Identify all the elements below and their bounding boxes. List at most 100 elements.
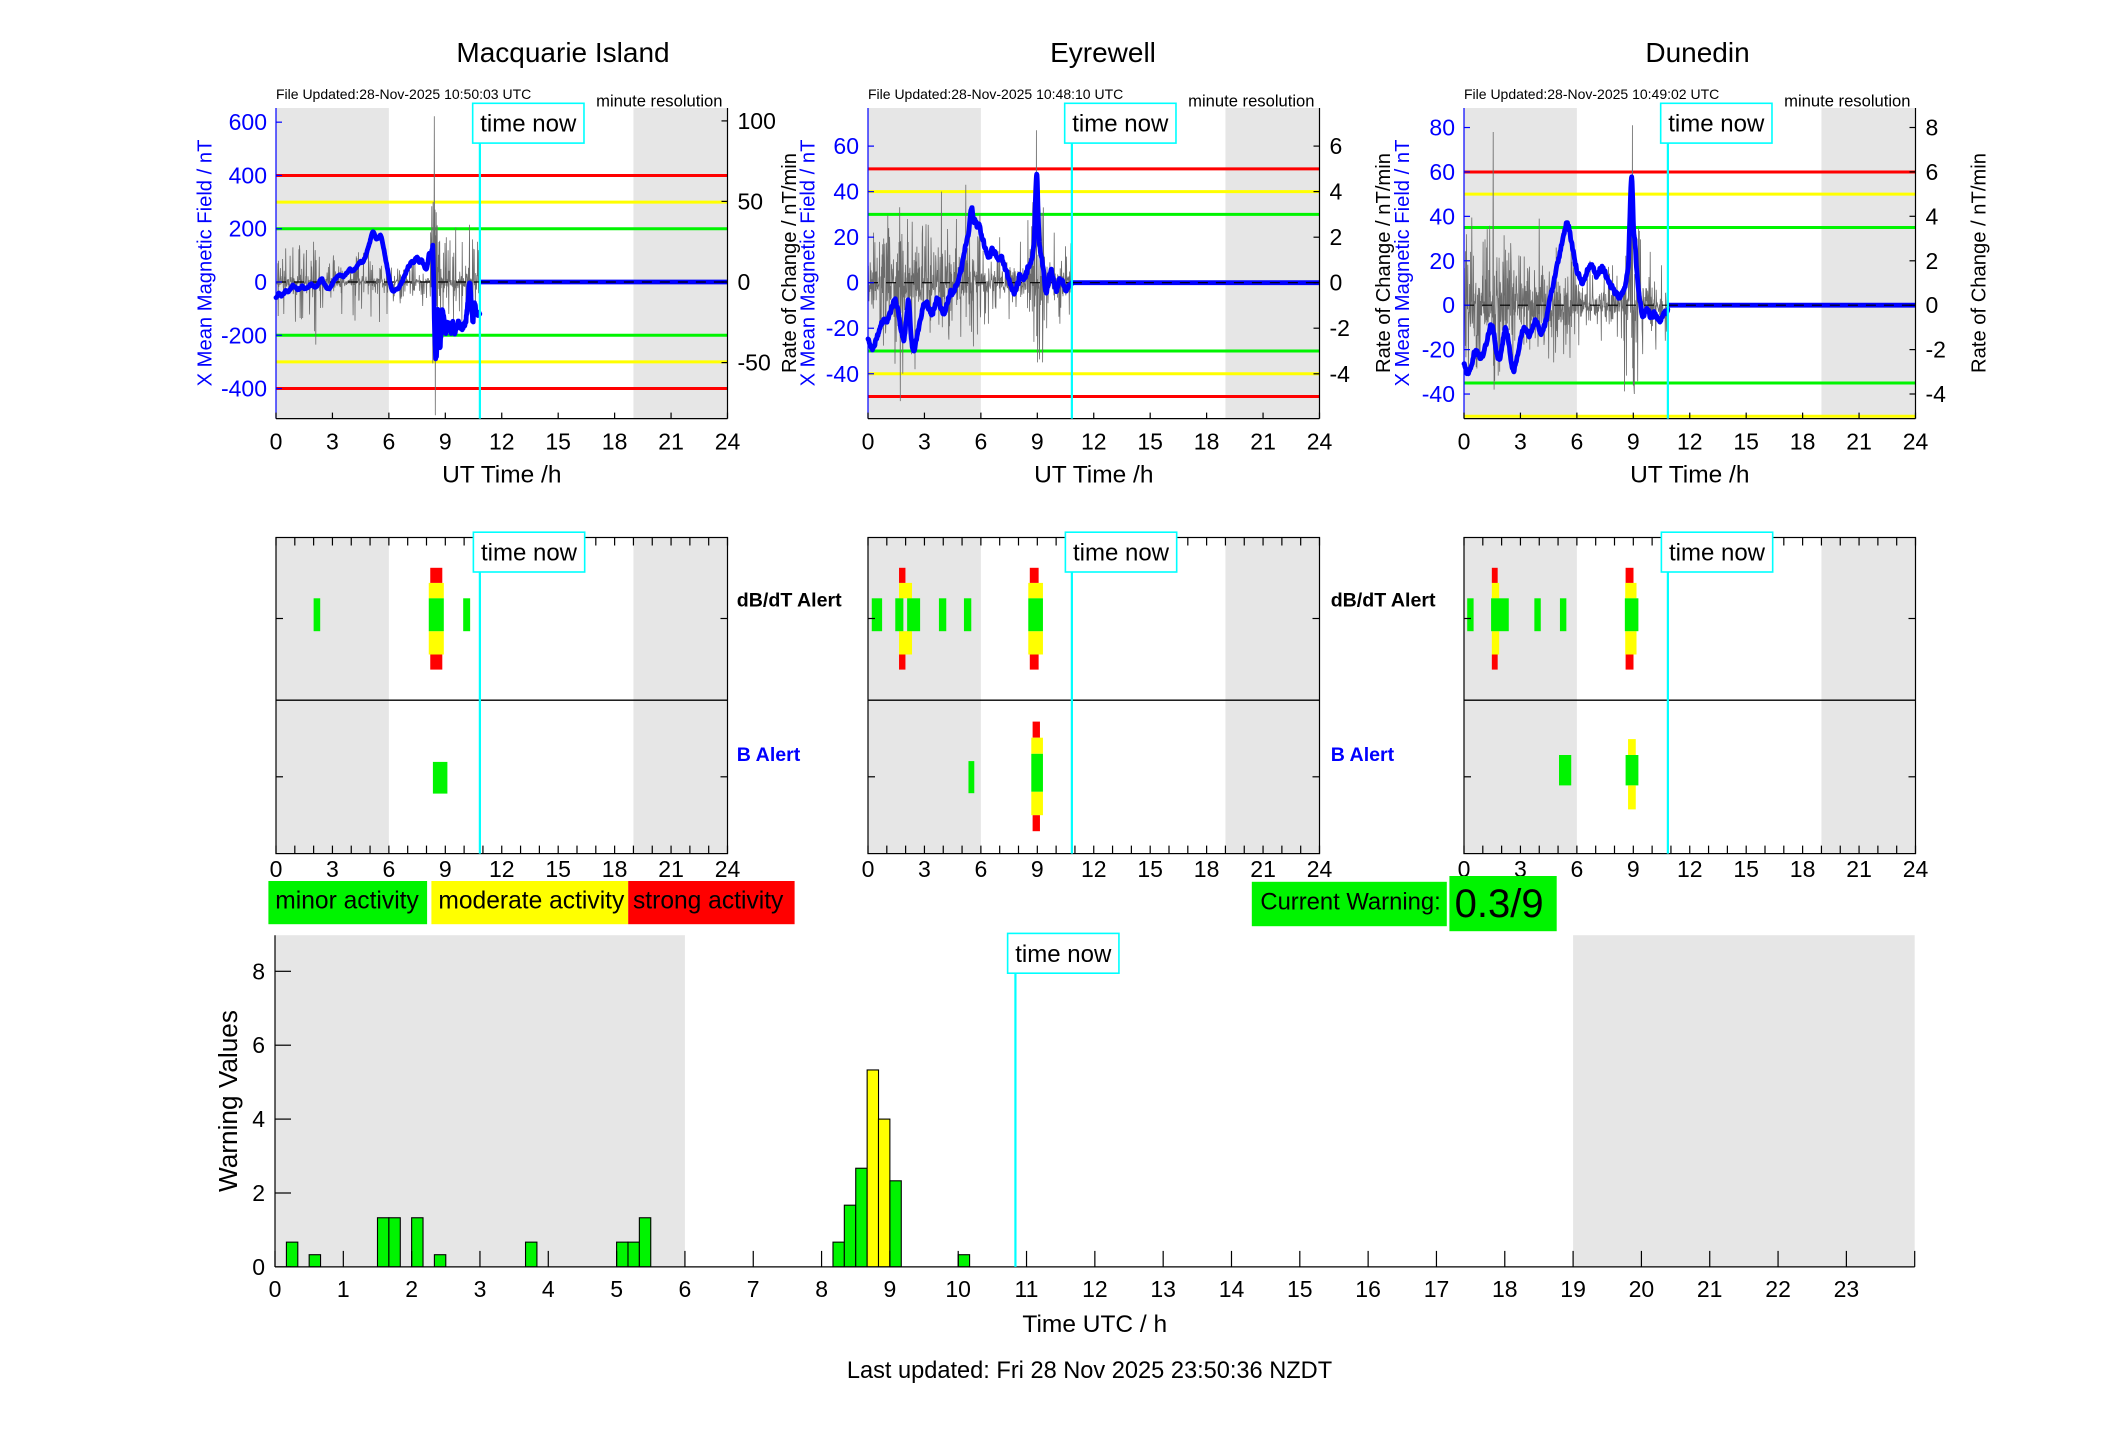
- svg-text:6: 6: [383, 429, 396, 455]
- svg-text:3: 3: [1514, 429, 1527, 455]
- svg-text:6: 6: [1571, 429, 1584, 455]
- svg-text:60: 60: [1429, 159, 1455, 185]
- svg-text:24: 24: [1903, 429, 1929, 455]
- svg-text:40: 40: [1429, 203, 1455, 229]
- svg-text:minor activity: minor activity: [275, 888, 419, 915]
- svg-text:24: 24: [1307, 856, 1333, 882]
- svg-text:Rate of Change / nT/min: Rate of Change / nT/min: [779, 153, 801, 373]
- svg-text:18: 18: [602, 856, 628, 882]
- svg-text:24: 24: [715, 856, 741, 882]
- svg-text:18: 18: [1790, 429, 1816, 455]
- svg-text:Last updated: Fri 28 Nov 2025: Last updated: Fri 28 Nov 2025 23:50:36 N…: [847, 1358, 1332, 1384]
- svg-text:6: 6: [1571, 856, 1584, 882]
- svg-text:50: 50: [738, 188, 764, 214]
- svg-text:9: 9: [1031, 429, 1044, 455]
- svg-text:23: 23: [1834, 1276, 1860, 1302]
- svg-text:20: 20: [833, 224, 859, 250]
- svg-text:2: 2: [252, 1180, 265, 1206]
- svg-text:12: 12: [1081, 856, 1107, 882]
- svg-text:400: 400: [229, 162, 267, 188]
- svg-text:15: 15: [1287, 1276, 1313, 1302]
- svg-text:18: 18: [1790, 856, 1816, 882]
- svg-text:15: 15: [545, 856, 571, 882]
- svg-text:40: 40: [833, 179, 859, 205]
- svg-text:0: 0: [1442, 292, 1455, 318]
- svg-text:0.3/9: 0.3/9: [1455, 882, 1544, 926]
- svg-text:100: 100: [738, 108, 776, 134]
- svg-text:time now: time now: [1015, 941, 1112, 968]
- svg-text:0: 0: [1458, 856, 1471, 882]
- svg-text:time now: time now: [1668, 111, 1765, 138]
- svg-text:16: 16: [1355, 1276, 1381, 1302]
- svg-text:8: 8: [252, 958, 265, 984]
- svg-text:11: 11: [1015, 1276, 1039, 1302]
- svg-text:X Mean Magnetic Field / nT: X Mean Magnetic Field / nT: [194, 140, 216, 387]
- svg-text:9: 9: [1627, 429, 1640, 455]
- svg-text:14: 14: [1219, 1276, 1245, 1302]
- svg-text:-40: -40: [826, 361, 859, 387]
- svg-text:4: 4: [252, 1106, 265, 1132]
- svg-text:9: 9: [439, 429, 452, 455]
- svg-text:minute resolution: minute resolution: [596, 92, 722, 111]
- svg-text:24: 24: [1307, 429, 1333, 455]
- svg-text:21: 21: [1697, 1276, 1723, 1302]
- svg-text:18: 18: [1492, 1276, 1518, 1302]
- svg-text:21: 21: [1846, 429, 1872, 455]
- svg-text:21: 21: [1846, 856, 1872, 882]
- svg-text:21: 21: [658, 856, 684, 882]
- svg-text:UT Time /h: UT Time /h: [442, 462, 561, 489]
- svg-text:-4: -4: [1330, 361, 1351, 387]
- svg-text:20: 20: [1429, 248, 1455, 274]
- svg-text:9: 9: [884, 1276, 897, 1302]
- svg-text:Macquarie Island: Macquarie Island: [456, 37, 669, 68]
- svg-text:UT Time /h: UT Time /h: [1034, 462, 1153, 489]
- svg-text:Warning Values: Warning Values: [213, 1010, 243, 1192]
- svg-text:6: 6: [1926, 159, 1939, 185]
- svg-text:-20: -20: [1422, 337, 1455, 363]
- svg-text:12: 12: [489, 856, 515, 882]
- svg-text:200: 200: [229, 216, 267, 242]
- svg-text:3: 3: [474, 1276, 487, 1302]
- svg-text:0: 0: [252, 1254, 265, 1280]
- svg-text:19: 19: [1560, 1276, 1586, 1302]
- svg-text:3: 3: [1514, 856, 1527, 882]
- svg-text:17: 17: [1424, 1276, 1450, 1302]
- svg-text:0: 0: [738, 269, 751, 295]
- svg-text:9: 9: [1031, 856, 1044, 882]
- svg-text:15: 15: [1137, 429, 1163, 455]
- svg-text:X Mean Magnetic Field / nT: X Mean Magnetic Field / nT: [1392, 140, 1414, 387]
- svg-text:-400: -400: [221, 376, 267, 402]
- svg-text:12: 12: [1082, 1276, 1108, 1302]
- svg-text:UT Time /h: UT Time /h: [1630, 462, 1749, 489]
- svg-text:File Updated:28-Nov-2025 10:49: File Updated:28-Nov-2025 10:49:02 UTC: [1464, 86, 1719, 102]
- svg-text:3: 3: [918, 429, 931, 455]
- svg-text:Rate of Change / nT/min: Rate of Change / nT/min: [1969, 153, 1991, 373]
- svg-text:0: 0: [270, 429, 283, 455]
- svg-text:2: 2: [1926, 248, 1939, 274]
- svg-text:5: 5: [610, 1276, 623, 1302]
- svg-text:4: 4: [542, 1276, 555, 1302]
- svg-text:-2: -2: [1926, 337, 1946, 363]
- svg-text:0: 0: [269, 1276, 282, 1302]
- svg-text:time now: time now: [481, 540, 578, 567]
- svg-text:time now: time now: [1669, 540, 1766, 567]
- svg-text:15: 15: [1733, 429, 1759, 455]
- svg-text:12: 12: [1677, 856, 1703, 882]
- svg-text:File Updated:28-Nov-2025 10:50: File Updated:28-Nov-2025 10:50:03 UTC: [276, 86, 531, 102]
- svg-text:Time UTC / h: Time UTC / h: [1022, 1311, 1167, 1338]
- svg-text:0: 0: [1458, 429, 1471, 455]
- svg-text:4: 4: [1330, 179, 1343, 205]
- svg-text:80: 80: [1429, 115, 1455, 141]
- svg-text:24: 24: [1903, 856, 1929, 882]
- svg-text:Rate of Change / nT/min: Rate of Change / nT/min: [1373, 153, 1395, 373]
- svg-text:21: 21: [658, 429, 684, 455]
- svg-text:File Updated:28-Nov-2025 10:48: File Updated:28-Nov-2025 10:48:10 UTC: [868, 86, 1123, 102]
- svg-text:X Mean Magnetic Field / nT: X Mean Magnetic Field / nT: [797, 140, 819, 387]
- svg-text:minute resolution: minute resolution: [1784, 92, 1910, 111]
- svg-text:Dunedin: Dunedin: [1645, 37, 1749, 68]
- svg-text:time now: time now: [1072, 111, 1169, 138]
- svg-text:minute resolution: minute resolution: [1188, 92, 1314, 111]
- svg-text:2: 2: [1330, 224, 1343, 250]
- svg-text:21: 21: [1250, 856, 1276, 882]
- svg-text:8: 8: [1926, 115, 1939, 141]
